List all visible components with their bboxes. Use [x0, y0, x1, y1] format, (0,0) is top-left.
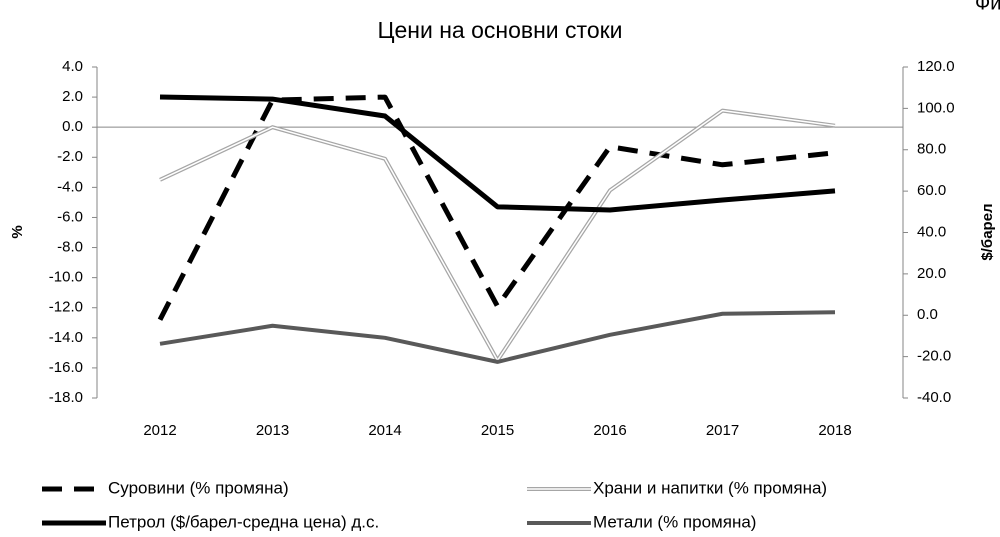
- series-line: [157, 94, 836, 321]
- series-line: [159, 310, 836, 364]
- x-tick-label: 2016: [593, 422, 626, 439]
- x-tick-label: 2013: [256, 422, 289, 439]
- annotation: Фигура: [975, 0, 1000, 14]
- y2-tick-label: 80.0: [917, 141, 946, 158]
- y2-tick-label: 20.0: [917, 265, 946, 282]
- y-tick-label: -8.0: [57, 239, 83, 256]
- y2-tick-label: -20.0: [917, 348, 951, 365]
- y-tick-label: -10.0: [49, 269, 83, 286]
- y-tick-label: 4.0: [62, 58, 83, 75]
- series-line: [159, 94, 836, 213]
- y-tick-label: 2.0: [62, 88, 83, 105]
- y-tick-label: -2.0: [57, 148, 83, 165]
- legend-label: Суровини (% промяна): [108, 478, 289, 497]
- x-tick-label: 2012: [143, 422, 176, 439]
- y2-tick-label: 40.0: [917, 223, 946, 240]
- y-tick-label: 0.0: [62, 118, 83, 135]
- y-tick-label: -4.0: [57, 178, 83, 195]
- chart-title: Цени на основни стоки: [377, 17, 622, 43]
- y2-tick-label: 60.0: [917, 182, 946, 199]
- x-tick-label: 2014: [368, 422, 401, 439]
- y-tick-label: -18.0: [49, 389, 83, 406]
- y-tick-label: -6.0: [57, 208, 83, 225]
- legend-label: Метали (% промяна): [593, 512, 756, 531]
- y2-axis-label: $/барел: [979, 203, 996, 260]
- y-tick-label: -12.0: [49, 299, 83, 316]
- y-axis-label: %: [9, 225, 26, 238]
- y2-tick-label: 100.0: [917, 99, 955, 116]
- x-tick-label: 2017: [706, 422, 739, 439]
- series-line: [159, 108, 836, 363]
- y2-tick-label: 120.0: [917, 58, 955, 75]
- y2-tick-label: 0.0: [917, 306, 938, 323]
- y-tick-label: -14.0: [49, 329, 83, 346]
- y-tick-label: -16.0: [49, 359, 83, 376]
- x-tick-label: 2018: [818, 422, 851, 439]
- y2-tick-label: -40.0: [917, 389, 951, 406]
- x-tick-label: 2015: [481, 422, 514, 439]
- series-line-inner: [159, 109, 836, 362]
- legend-label: Петрол ($/барел-средна цена) д.с.: [108, 512, 379, 531]
- legend-label: Храни и напитки (% промяна): [593, 478, 827, 497]
